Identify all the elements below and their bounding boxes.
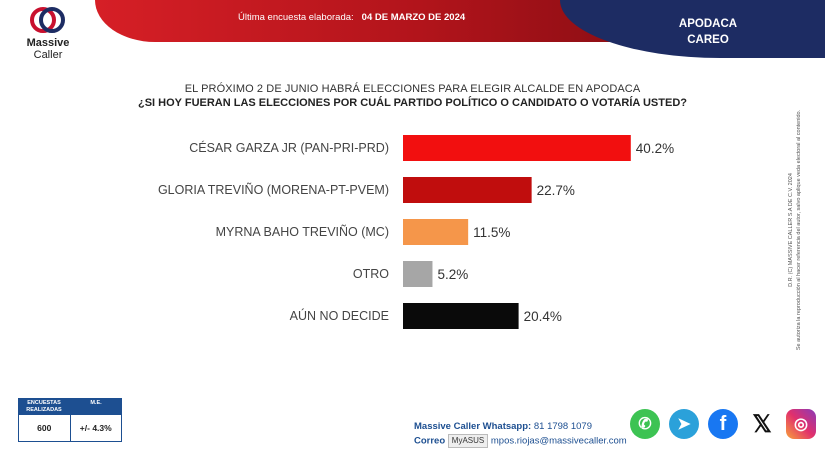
value-label: 20.4% <box>524 309 562 324</box>
email-label: Correo <box>414 435 446 447</box>
value-label: 40.2% <box>636 141 674 156</box>
x-icon[interactable]: 𝕏 <box>747 409 777 439</box>
stats-row: 600 +/- 4.3% <box>18 415 122 442</box>
category-label: MYRNA BAHO TREVIÑO (MC) <box>216 225 389 239</box>
category-label: AÚN NO DECIDE <box>290 308 389 323</box>
survey-date: 04 DE MARZO DE 2024 <box>361 12 466 23</box>
bar <box>403 303 519 329</box>
facebook-icon[interactable]: f <box>708 409 738 439</box>
myasus-tooltip: MyASUS <box>447 434 489 448</box>
copyright-line2: Se autoriza la reproducción al hacer ref… <box>796 109 802 351</box>
brand-line2: Caller <box>33 49 63 61</box>
question-intro: EL PRÓXIMO 2 DE JUNIO HABRÁ ELECCIONES P… <box>184 83 641 95</box>
header-red-band <box>95 0 635 42</box>
stats-header: ENCUESTAS REALIZADAS M.E. <box>18 398 122 415</box>
bar <box>403 135 631 161</box>
category-label: OTRO <box>353 267 389 281</box>
telegram-icon[interactable]: ➤ <box>669 409 699 439</box>
survey-date-banner: Última encuesta elaborada: 04 DE MARZO DE… <box>238 12 465 23</box>
whatsapp-icon[interactable]: ✆ <box>630 409 660 439</box>
value-label: 22.7% <box>537 183 575 198</box>
region-line1: APODACA <box>678 18 738 30</box>
whatsapp-number[interactable]: 81 1798 1079 <box>533 421 592 432</box>
whatsapp-label: Massive Caller Whatsapp: <box>414 421 532 432</box>
instagram-icon[interactable]: ◎ <box>786 409 816 439</box>
category-label: GLORIA TREVIÑO (MORENA-PT-PVEM) <box>158 183 389 197</box>
bar <box>403 219 469 245</box>
email-address[interactable]: mpos.riojas@massivecaller.com <box>490 435 627 447</box>
category-label: CÉSAR GARZA JR (PAN-PRI-PRD) <box>189 140 389 155</box>
copyright-note: D.R. (C) MASSIVE CALLER S.A DE C.V. 2024… <box>787 90 803 370</box>
bar <box>403 261 433 287</box>
value-label: 5.2% <box>437 267 468 282</box>
logo-icon <box>30 7 65 33</box>
region-label: APODACA CAREO <box>663 16 753 48</box>
brand-line1: Massive <box>26 37 70 49</box>
contact-info: Massive Caller Whatsapp: 81 1798 1079 Co… <box>414 420 627 449</box>
region-line2: CAREO <box>687 34 729 46</box>
copyright-line1: D.R. (C) MASSIVE CALLER S.A DE C.V. 2024 <box>788 173 794 287</box>
question-text: ¿SI HOY FUERAN LAS ELECCIONES POR CUÁL P… <box>137 97 687 109</box>
bar <box>403 177 532 203</box>
stats-header-surveys: ENCUESTAS REALIZADAS <box>26 400 62 413</box>
survey-label: Última encuesta elaborada: <box>238 12 354 23</box>
value-label: 11.5% <box>473 225 510 240</box>
social-icons: ✆ ➤ f 𝕏 ◎ <box>630 409 816 439</box>
survey-stats-table: ENCUESTAS REALIZADAS M.E. 600 +/- 4.3% <box>18 398 122 442</box>
stats-me-value: +/- 4.3% <box>79 423 112 433</box>
stats-surveys-value: 600 <box>19 415 71 441</box>
brand-logo: Massive Caller <box>18 6 78 61</box>
stats-header-me: M.E. <box>90 400 102 406</box>
